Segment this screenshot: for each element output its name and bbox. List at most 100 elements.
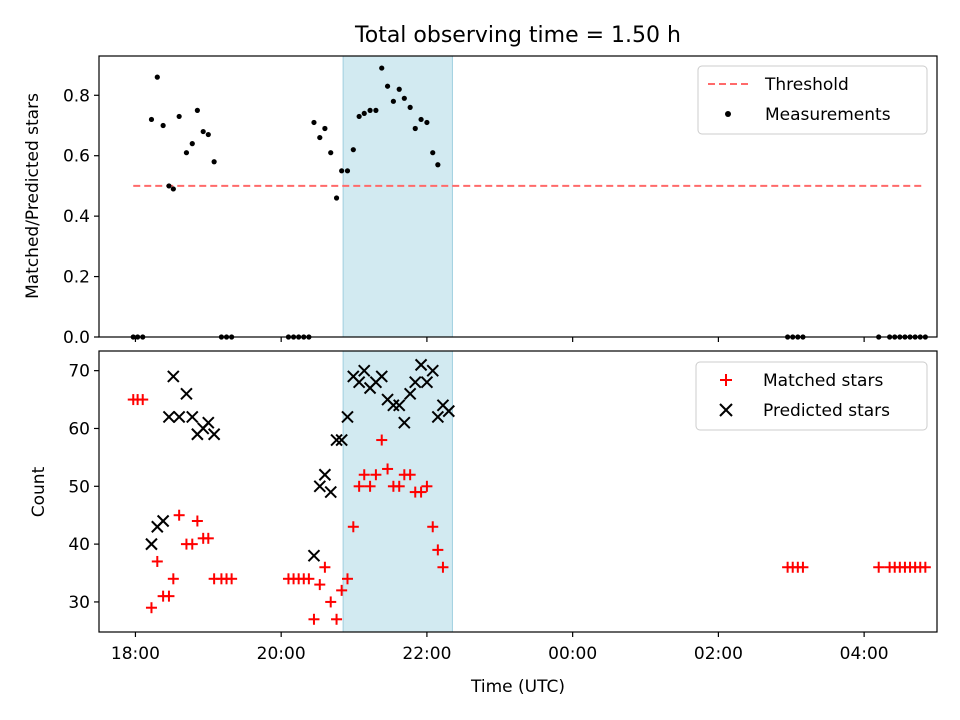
matched-star-point — [186, 538, 198, 550]
matched-star-point — [358, 469, 370, 481]
measurement-point — [424, 119, 430, 126]
measurement-point — [350, 147, 356, 153]
measurement-point — [367, 107, 373, 113]
measurement-point — [194, 107, 200, 113]
measurement-point — [183, 150, 190, 156]
matched-star-point — [319, 561, 331, 573]
matched-star-point — [404, 469, 416, 481]
measurement-point — [189, 141, 195, 147]
measurement-point — [322, 125, 328, 132]
measurement-point — [379, 65, 385, 71]
count-panel: Count Time (UTC) 30 40 50 60 70 18:00 20:00 22:… — [29, 350, 938, 697]
plot-frame — [98, 350, 938, 633]
matched-star-point — [873, 561, 885, 573]
measurement-point — [166, 183, 172, 189]
matched-star-point — [303, 573, 315, 585]
predicted-star-point — [180, 387, 193, 400]
matched-star-point — [393, 480, 405, 492]
matched-star-point — [376, 434, 388, 446]
measurement-point — [160, 122, 166, 129]
measurement-point — [435, 162, 441, 168]
legend-top: Threshold Measurements — [697, 65, 928, 135]
y-tick-label: 60 — [68, 419, 90, 439]
matched-star-point — [341, 573, 353, 585]
predicted-star-point — [156, 514, 170, 528]
matched-star-point — [437, 561, 449, 573]
matched-star-point — [137, 394, 149, 406]
predicted-star-point — [426, 364, 439, 377]
measurement-point — [412, 125, 418, 132]
predicted-star-point — [145, 537, 158, 551]
y-axis-label-ratio: Matched/Predicted stars — [23, 93, 43, 299]
matched-star-point — [353, 480, 365, 492]
measurement-point — [430, 150, 436, 156]
predicted-star-point — [202, 416, 215, 429]
y-tick-label: 0.6 — [63, 147, 90, 167]
matched-star-point — [202, 532, 214, 544]
legend-bottom: Matched stars Predicted stars — [695, 361, 928, 431]
predicted-star-point — [414, 358, 428, 372]
predicted-star-point — [442, 404, 455, 418]
measurement-point — [401, 95, 407, 101]
matched-star-point — [226, 573, 238, 585]
matched-star-point — [347, 521, 359, 533]
predicted-star-point — [393, 399, 406, 412]
predicted-star-point — [324, 485, 337, 499]
predicted-star-point — [162, 410, 176, 424]
measurement-point — [154, 74, 160, 80]
matched-star-point — [382, 463, 394, 475]
measurement-point — [344, 168, 351, 174]
legend-predicted-label: Predicted stars — [763, 401, 890, 421]
predicted-star-point — [330, 433, 343, 447]
predicted-star-point — [341, 410, 354, 424]
x-axis-label: Time (UTC) — [470, 677, 565, 697]
predicted-star-point — [186, 410, 199, 424]
y-tick-label: 0.8 — [63, 86, 90, 106]
measurement-point — [407, 104, 413, 110]
predicted-star-point — [398, 416, 411, 429]
x-tick-label: 04:00 — [840, 644, 889, 664]
predicted-star-point — [335, 433, 348, 447]
matched-star-point — [370, 469, 382, 481]
observing-window-band — [342, 55, 453, 338]
chart-title: Total observing time = 1.50 h — [354, 23, 681, 48]
measurement-point — [373, 107, 379, 113]
measurement-point — [211, 159, 217, 165]
matched-star-point — [432, 544, 444, 556]
y-tick-label: 40 — [68, 535, 90, 555]
predicted-star-point — [207, 428, 221, 441]
measurement-point — [148, 116, 155, 123]
matched-star-point — [415, 486, 427, 498]
predicted-star-point — [420, 376, 434, 389]
predicted-star-point — [409, 376, 422, 389]
matched-star-point — [797, 561, 809, 573]
predicted-star-point — [375, 370, 388, 383]
predicted-star-point — [403, 387, 417, 400]
matched-star-point — [919, 561, 931, 573]
matched-star-point — [163, 590, 175, 602]
matched-star-point — [421, 480, 433, 492]
measurement-point — [170, 186, 176, 192]
x-tick-label: 22:00 — [402, 644, 451, 664]
legend-threshold-label: Threshold — [764, 75, 849, 95]
measurement-point — [390, 98, 396, 104]
matched-star-point — [167, 573, 179, 585]
measurement-point — [384, 83, 391, 89]
matched-star-point — [151, 555, 163, 567]
measurement-point — [328, 150, 334, 156]
ratio-panel: Total observing time = 1.50 h Matched/Pr… — [23, 23, 938, 348]
measurement-point — [339, 168, 345, 174]
y-axis-label-count: Count — [29, 466, 49, 517]
measurement-point — [418, 116, 424, 123]
predicted-star-point — [167, 370, 180, 383]
predicted-star-point — [172, 410, 186, 424]
predicted-star-point — [307, 549, 321, 562]
measurement-point — [317, 134, 323, 141]
y-tick-label: 0.2 — [63, 268, 90, 288]
legend-measurements-swatch — [725, 111, 731, 117]
y-tick-label: 30 — [68, 593, 90, 613]
predicted-star-point — [318, 468, 332, 481]
y-tick-label: 0.0 — [63, 328, 90, 348]
measurement-point — [356, 113, 362, 120]
